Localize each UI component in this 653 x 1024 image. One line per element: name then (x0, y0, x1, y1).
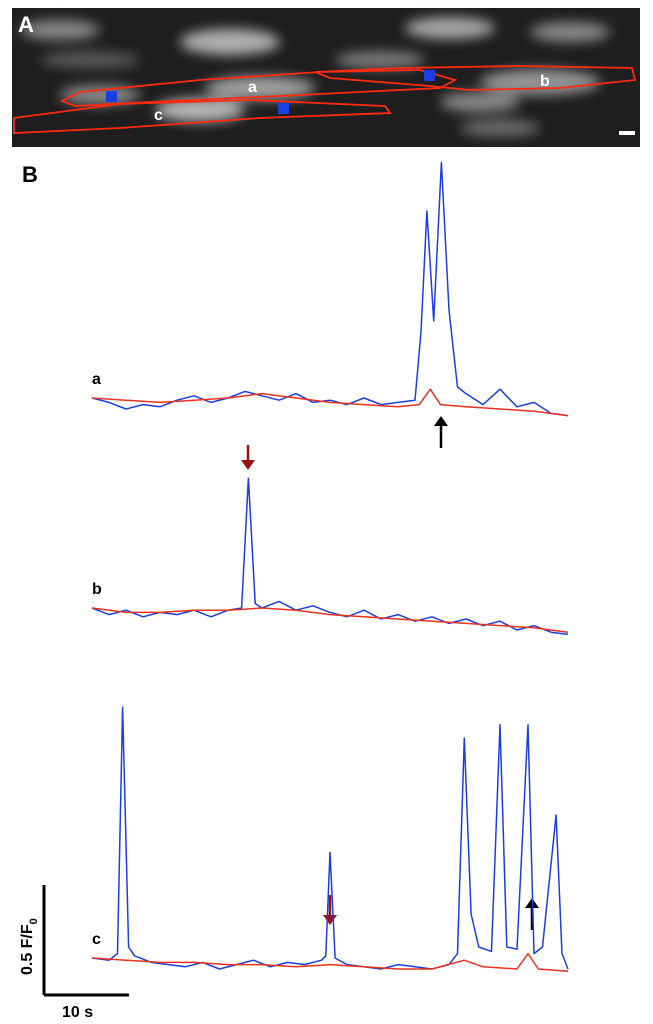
trace-line (91, 477, 569, 636)
trace-line (91, 161, 569, 417)
cell-label: b (540, 73, 550, 90)
arrows (241, 416, 539, 930)
panel-label: B (22, 162, 38, 187)
trace-line (91, 952, 569, 972)
scale-bar-y-label-main: 0.5 F/F (19, 924, 36, 975)
trace-line (91, 706, 569, 970)
trace-line (91, 388, 569, 417)
trace-label: a (92, 371, 101, 388)
trace-label: c (92, 931, 101, 948)
micrograph (12, 8, 640, 147)
cell-label: a (248, 79, 257, 96)
scale-bar-y-label: 0.5 F/F0 (19, 918, 40, 975)
panel-label: A (18, 12, 34, 37)
trace-line (91, 607, 569, 633)
cell-label: c (154, 107, 163, 124)
scale-bar-x-label: 10 s (62, 1004, 93, 1021)
scale-bar-y-label-sub: 0 (28, 918, 40, 924)
trace-label: b (92, 581, 102, 598)
